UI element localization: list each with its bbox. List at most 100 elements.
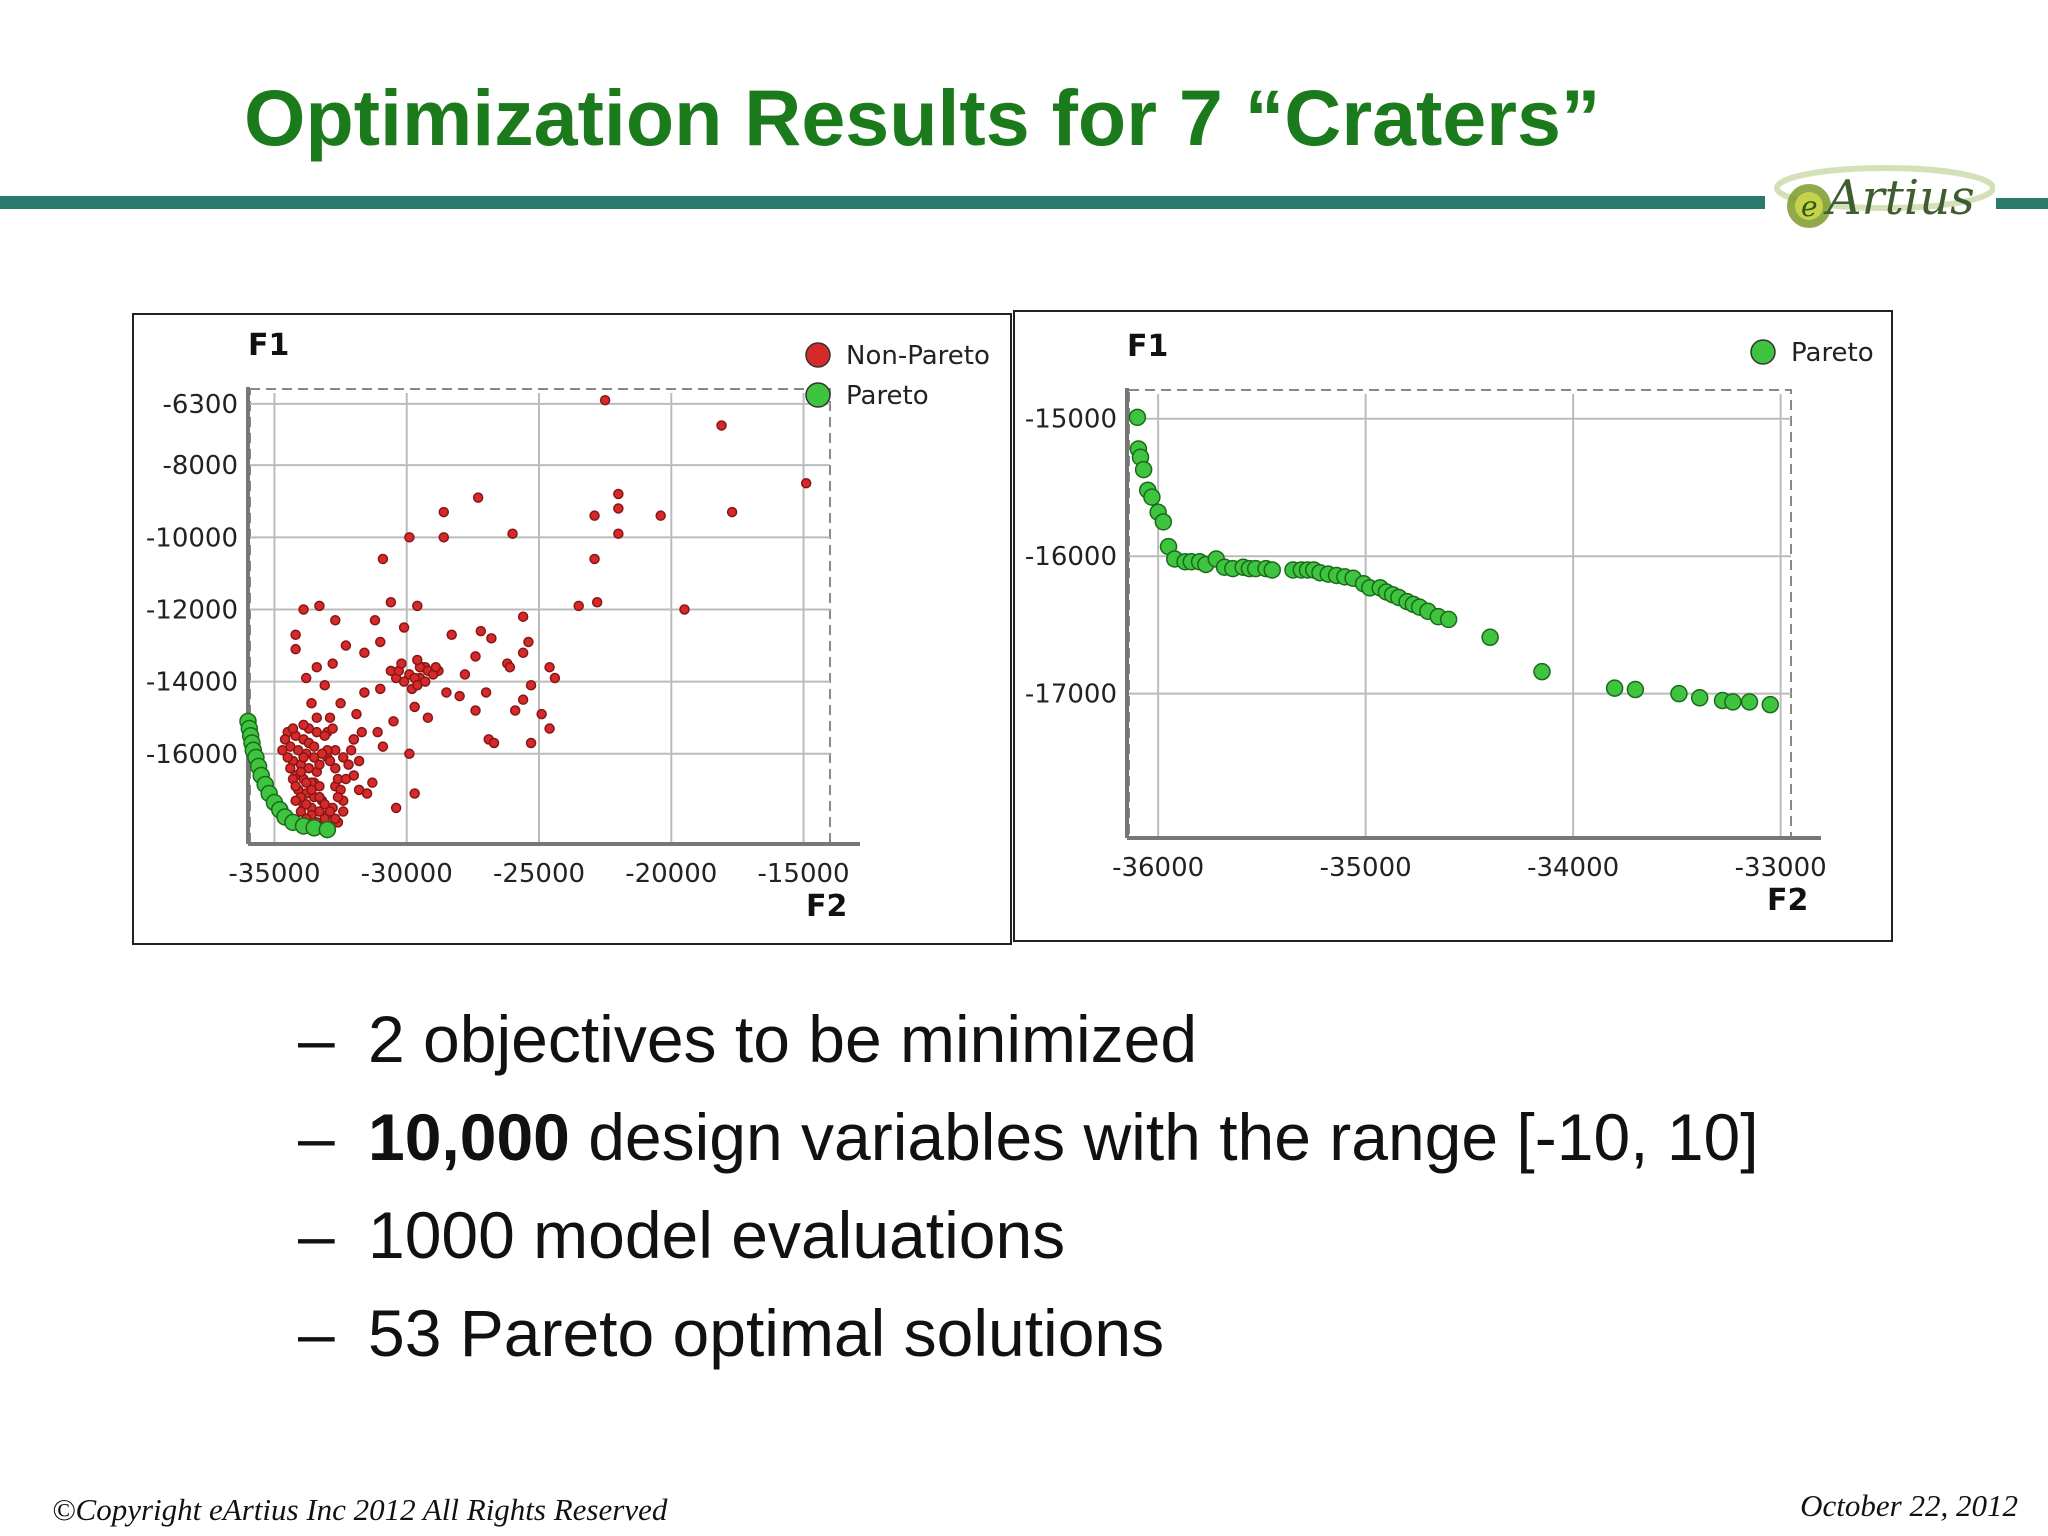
legend-marker (1750, 339, 1776, 365)
data-point (438, 532, 450, 543)
data-point (480, 687, 492, 698)
data-point (385, 597, 397, 608)
data-point (517, 694, 529, 705)
data-point (340, 640, 352, 651)
data-point (419, 676, 431, 687)
x-tick-label: -35000 (228, 859, 320, 889)
data-point (398, 622, 410, 633)
data-point (472, 492, 484, 503)
data-point (377, 553, 389, 565)
data-point (591, 597, 603, 608)
y-tick-label: -6300 (162, 390, 238, 420)
pareto-chart-zoomed: -36000 -35000 -34000 -33000 -15000 -16000 -170… (1013, 310, 1893, 942)
bullet-item: –10,000 design variables with the range … (298, 1088, 1759, 1186)
data-point (470, 651, 481, 662)
data-point (549, 672, 561, 684)
data-point (1439, 610, 1458, 629)
data-point (454, 690, 465, 702)
y-tick-label: -12000 (146, 595, 238, 625)
data-point (1670, 684, 1688, 703)
data-point (290, 795, 301, 806)
data-point (726, 506, 738, 518)
data-point (589, 553, 600, 565)
data-point (404, 532, 415, 543)
data-point (285, 762, 296, 774)
data-point (517, 611, 529, 622)
data-point (290, 643, 301, 655)
data-point (327, 723, 338, 734)
data-point (1143, 488, 1161, 506)
pareto-chart-full: -35000 -30000 -25000 -20000 -15000 -6300 -8000… (132, 313, 1012, 945)
y-axis-title: F1 (1127, 329, 1168, 364)
data-point (525, 737, 537, 749)
data-point (544, 723, 555, 734)
data-point (367, 777, 378, 788)
data-point (504, 661, 516, 673)
y-axis-title: F1 (248, 328, 289, 363)
x-tick-label: -33000 (1735, 853, 1827, 883)
data-point (507, 528, 518, 539)
data-point (311, 661, 323, 673)
data-point (422, 712, 434, 723)
data-point (1533, 662, 1551, 681)
data-point (300, 672, 312, 684)
data-point (396, 658, 407, 669)
data-point (324, 806, 336, 817)
data-point (573, 600, 584, 612)
data-point (337, 806, 349, 817)
bullet-text: 2 objectives to be minimized (368, 1002, 1198, 1076)
data-point (544, 661, 555, 673)
data-point (398, 676, 410, 687)
data-point (509, 705, 521, 716)
data-point (282, 752, 293, 763)
x-axis-title: F2 (806, 889, 847, 924)
data-point (316, 748, 328, 760)
data-point (277, 744, 288, 756)
data-point (343, 759, 354, 770)
legend-marker (805, 382, 831, 408)
data-point (324, 712, 336, 723)
y-tick-label: -16000 (146, 740, 238, 770)
copyright-footer: ©Copyright eArtius Inc 2012 All Rights R… (52, 1492, 668, 1527)
x-tick-label: -20000 (625, 859, 717, 889)
data-point (351, 708, 362, 720)
data-point (441, 687, 452, 698)
legend-label: Pareto (1791, 338, 1874, 368)
data-point (536, 708, 547, 720)
data-point (488, 737, 500, 749)
data-point (290, 629, 301, 640)
bullet-list: – 2 objectives to be minimized –10,000 de… (298, 990, 1759, 1382)
data-point (1263, 561, 1281, 579)
y-tick-label: -8000 (162, 451, 238, 481)
data-point (1626, 680, 1645, 699)
data-point (306, 698, 317, 709)
bullet-dash: – (298, 1296, 335, 1370)
bullet-text: design variables with the range [-10, 10… (569, 1100, 1759, 1174)
data-point (314, 600, 325, 612)
eartius-logo: e Artius (1774, 165, 1995, 228)
data-point (298, 604, 309, 615)
x-tick-label: -30000 (361, 859, 453, 889)
data-point (295, 806, 307, 817)
data-point (314, 791, 325, 803)
data-point (311, 712, 323, 723)
data-point (359, 647, 370, 659)
data-point (300, 799, 312, 810)
data-point (523, 636, 534, 648)
data-point (525, 679, 537, 691)
data-point (306, 784, 317, 796)
data-point (517, 647, 529, 659)
data-point (589, 510, 600, 521)
data-point (459, 669, 471, 680)
data-point (599, 394, 611, 406)
bullet-text: 1000 model evaluations (368, 1198, 1066, 1272)
data-point (1690, 689, 1709, 707)
data-point (353, 784, 365, 796)
header-rule (0, 196, 1765, 209)
data-point (470, 705, 481, 716)
data-point (319, 679, 330, 691)
bullet-bold-text: 10,000 (368, 1100, 570, 1174)
header-rule-tail (1996, 198, 2048, 209)
data-point (404, 748, 415, 760)
chart-right-svg: -36000 -35000 -34000 -33000 -15000 -16000 -170… (1025, 329, 1874, 918)
